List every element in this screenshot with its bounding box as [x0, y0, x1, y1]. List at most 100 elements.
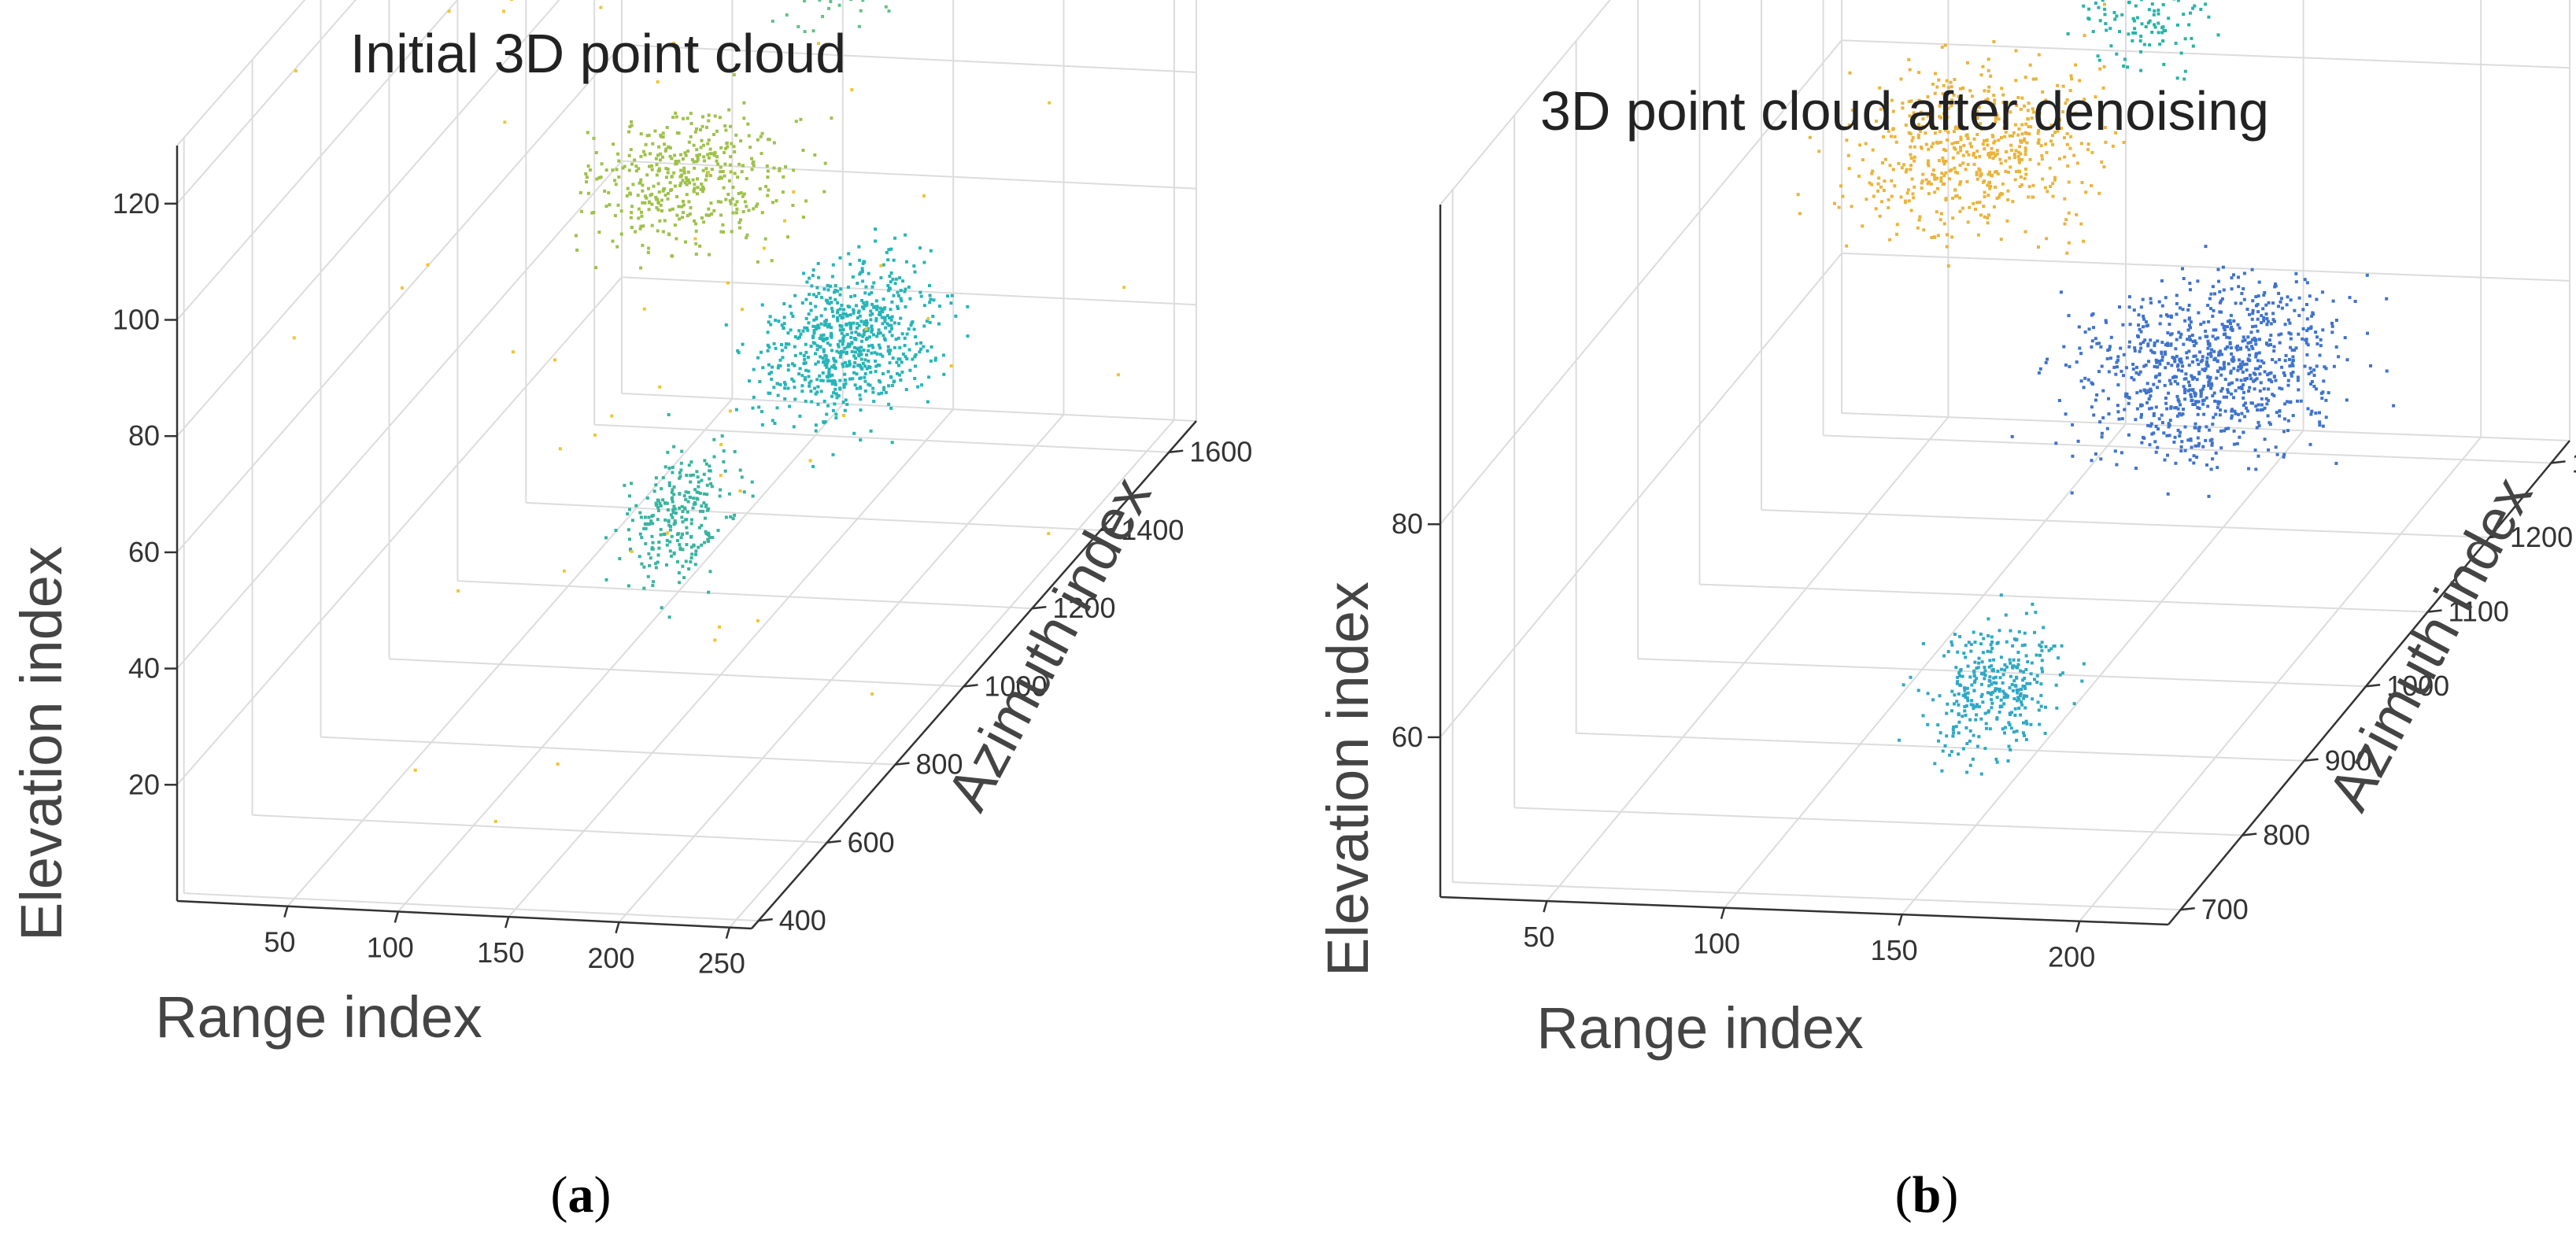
data-point — [1918, 126, 1921, 130]
data-point — [2047, 648, 2051, 652]
data-point — [2286, 429, 2290, 433]
data-point — [778, 364, 782, 367]
data-point — [1932, 173, 1936, 177]
data-point — [2216, 33, 2220, 37]
data-point — [2026, 116, 2030, 120]
data-point — [823, 307, 827, 311]
data-point — [672, 445, 676, 449]
data-point — [670, 175, 674, 179]
data-point — [1990, 682, 1994, 686]
data-point — [1946, 702, 1950, 706]
data-point — [702, 187, 706, 190]
data-point — [2257, 351, 2261, 355]
data-point — [1909, 99, 1913, 103]
data-point — [836, 317, 840, 321]
data-point — [801, 329, 805, 333]
data-point — [2107, 370, 2111, 374]
data-point — [659, 203, 663, 207]
data-point — [2157, 31, 2160, 35]
data-point — [824, 298, 828, 302]
data-point — [804, 399, 808, 403]
data-point — [2247, 348, 2251, 352]
data-point — [886, 284, 890, 287]
data-point — [2071, 423, 2075, 426]
data-point — [1994, 185, 1997, 189]
data-point — [859, 408, 863, 412]
data-point — [901, 279, 905, 283]
data-point — [875, 308, 879, 312]
data-point — [2186, 438, 2190, 442]
data-point — [678, 546, 682, 550]
data-point — [2009, 143, 2013, 147]
data-point — [857, 245, 861, 249]
data-point — [2223, 347, 2227, 351]
data-point — [1979, 682, 1983, 686]
data-point — [907, 327, 911, 331]
data-point — [1882, 135, 1886, 138]
y-tick-mark — [1100, 527, 1115, 532]
data-point — [705, 493, 709, 497]
data-point — [2001, 182, 2005, 186]
data-point — [1923, 101, 1927, 105]
data-point — [822, 333, 826, 337]
data-point — [2182, 385, 2186, 389]
data-point — [2039, 644, 2043, 648]
data-point — [895, 360, 899, 364]
data-point — [668, 540, 672, 544]
data-point — [656, 198, 660, 201]
data-point — [2175, 76, 2179, 80]
data-point — [1965, 742, 1969, 745]
data-point — [1994, 675, 1998, 679]
data-point — [2116, 383, 2120, 387]
y-tick-mark — [826, 840, 841, 844]
data-point — [1992, 40, 1996, 43]
data-point — [1982, 637, 1986, 641]
data-point — [713, 638, 717, 642]
data-point — [2078, 79, 2082, 83]
data-point — [858, 393, 862, 397]
data-point — [2063, 136, 2066, 140]
data-point — [2323, 365, 2327, 369]
data-point — [2267, 448, 2271, 452]
data-point — [1853, 103, 1857, 107]
data-point — [1946, 131, 1950, 135]
data-point — [1976, 666, 1980, 670]
data-point — [1921, 642, 1925, 645]
data-point — [708, 469, 711, 473]
data-point — [804, 297, 808, 301]
data-point — [867, 349, 870, 353]
data-point — [764, 185, 768, 188]
data-point — [826, 288, 830, 292]
data-point — [2229, 313, 2233, 317]
data-point — [1968, 142, 1972, 146]
data-point — [2072, 702, 2076, 706]
data-point — [2149, 389, 2153, 393]
data-point — [681, 510, 685, 513]
data-point — [1839, 184, 1843, 188]
data-point — [691, 178, 695, 182]
data-point — [2205, 356, 2209, 360]
data-point — [2179, 306, 2182, 310]
data-point — [639, 266, 643, 270]
data-point — [822, 348, 826, 352]
data-point — [719, 442, 723, 446]
data-point — [816, 323, 820, 327]
data-point — [2132, 308, 2136, 312]
data-point — [579, 209, 583, 213]
grid-line — [508, 408, 954, 918]
data-point — [2245, 377, 2249, 380]
data-point — [710, 485, 714, 489]
data-point — [2219, 310, 2223, 314]
data-point — [2037, 120, 2041, 124]
data-point — [2195, 456, 2199, 459]
data-point — [2189, 393, 2193, 397]
data-point — [2153, 351, 2157, 355]
data-point — [2156, 339, 2160, 343]
data-point — [880, 316, 884, 319]
data-point — [800, 384, 804, 388]
data-point — [678, 492, 682, 496]
data-point — [850, 330, 854, 334]
data-point — [588, 168, 592, 172]
data-point — [2235, 441, 2239, 445]
data-point — [878, 312, 881, 316]
